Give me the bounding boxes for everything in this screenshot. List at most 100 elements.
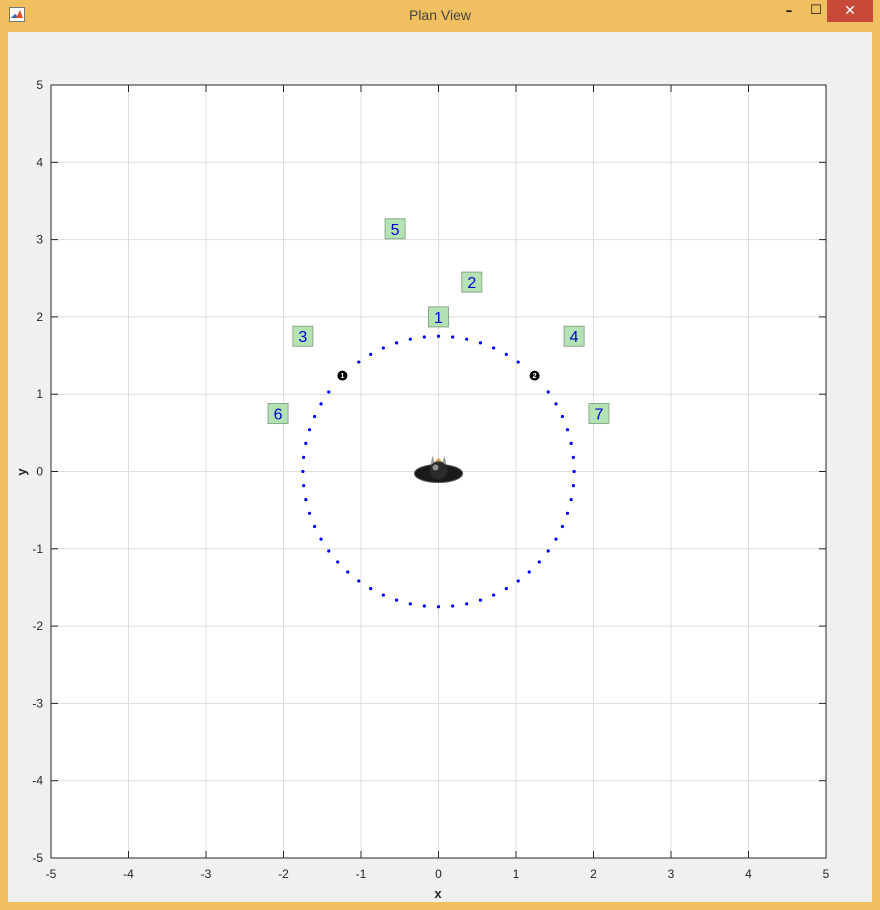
x-tick-label: 1 [513, 867, 520, 881]
maximize-button[interactable]: ☐ [810, 3, 822, 18]
y-tick-label: 1 [36, 387, 43, 401]
trajectory-dot [304, 441, 308, 445]
speaker-marker-label: 1 [340, 373, 344, 380]
x-tick-label: 3 [668, 867, 675, 881]
trajectory-dot [451, 604, 455, 608]
trajectory-dot [546, 390, 550, 394]
trajectory-dot [560, 524, 564, 529]
label-box-text: 3 [298, 329, 307, 346]
x-tick-label: 0 [435, 867, 442, 881]
trajectory-dot [422, 604, 426, 608]
y-tick-label: -3 [32, 696, 43, 710]
label-box [384, 218, 406, 240]
matlab-app-icon[interactable] [9, 7, 25, 22]
label-box [588, 403, 610, 425]
trajectory-dot [516, 579, 520, 583]
listener-head-icon [414, 455, 463, 483]
trajectory-dot [394, 598, 399, 602]
trajectory-dot [572, 469, 576, 474]
listener-head [429, 461, 448, 480]
x-tick-label: 2 [590, 867, 597, 881]
trajectory-dot [504, 352, 508, 356]
trajectory-dot [451, 335, 455, 339]
x-tick-label: -1 [356, 867, 367, 881]
y-tick-label: -4 [32, 774, 43, 788]
y-tick-label: -2 [32, 619, 43, 633]
trajectory-dot [569, 441, 573, 445]
trajectory-dot [478, 341, 483, 345]
trajectory-dot [504, 587, 508, 591]
trajectory-dot [537, 560, 541, 564]
x-tick-label: 5 [823, 867, 830, 881]
label-box [428, 306, 449, 328]
trajectory-dot [307, 511, 312, 515]
label-box-text: 6 [274, 407, 283, 424]
trajectory-dot [571, 484, 575, 488]
trajectory-dot [554, 402, 558, 406]
trajectory-dot [527, 570, 531, 574]
trajectory-dot [554, 537, 558, 541]
trajectory-dot [565, 511, 570, 515]
trajectory-dot [436, 605, 441, 609]
trajectory-dot [313, 414, 317, 419]
trajectory-dot [381, 593, 385, 597]
trajectory-dot [492, 593, 496, 597]
close-button[interactable]: ✕ [827, 0, 873, 22]
trajectory-dot [319, 537, 323, 541]
y-tick-label: 0 [36, 465, 43, 479]
trajectory-dot [357, 360, 361, 364]
minimize-button[interactable]: – [785, 4, 793, 19]
label-box [461, 271, 483, 293]
trajectory-dot [478, 598, 483, 602]
trajectory-dot [304, 498, 308, 502]
trajectory-dot [571, 455, 575, 459]
trajectory-dot [327, 390, 331, 394]
trajectory-dot [346, 570, 350, 574]
x-tick-label: -3 [201, 867, 212, 881]
y-tick-label: 5 [36, 78, 43, 92]
label-box [563, 325, 585, 347]
trajectory-dot [302, 455, 306, 459]
x-tick-label: -2 [278, 867, 289, 881]
label-box-text: 2 [467, 275, 476, 292]
x-tick-label: -5 [46, 867, 57, 881]
speaker-marker [337, 370, 348, 381]
y-tick-label: 4 [36, 155, 43, 169]
trajectory-dot [465, 337, 469, 341]
label-box-text: 5 [391, 222, 400, 239]
trajectory-dot [307, 428, 312, 432]
window-title: Plan View [408, 7, 471, 23]
trajectory-dot [546, 549, 550, 553]
y-tick-label: -1 [32, 542, 43, 556]
trajectory-dot [357, 579, 361, 583]
trajectory-dot [492, 346, 496, 350]
trajectory-dot [408, 602, 412, 606]
title-bar[interactable]: Plan View – ☐ ✕ [0, 0, 880, 30]
trajectory-dot [422, 335, 426, 339]
trajectory-dot [301, 469, 305, 474]
trajectory-dot [436, 334, 441, 338]
label-box [292, 325, 314, 347]
y-tick-label: -5 [32, 851, 43, 865]
trajectory-dot [327, 549, 331, 553]
label-box-text: 7 [594, 407, 603, 424]
trajectory-dot [394, 341, 399, 345]
position-labels: 123 456 7 [267, 218, 610, 425]
x-tick-label: 4 [745, 867, 752, 881]
y-tick-label: 3 [36, 233, 43, 247]
speaker-marker [529, 370, 540, 381]
trajectory-dot [313, 524, 317, 529]
label-box-text: 4 [570, 329, 579, 346]
trajectory-dot [302, 484, 306, 488]
x-axis-label: x [434, 886, 442, 901]
trajectory-dot [408, 337, 412, 341]
trajectory-dot [336, 560, 340, 564]
trajectory-dot [319, 402, 323, 406]
axis-ticks [50, 84, 827, 859]
trajectory-dot [516, 360, 520, 364]
